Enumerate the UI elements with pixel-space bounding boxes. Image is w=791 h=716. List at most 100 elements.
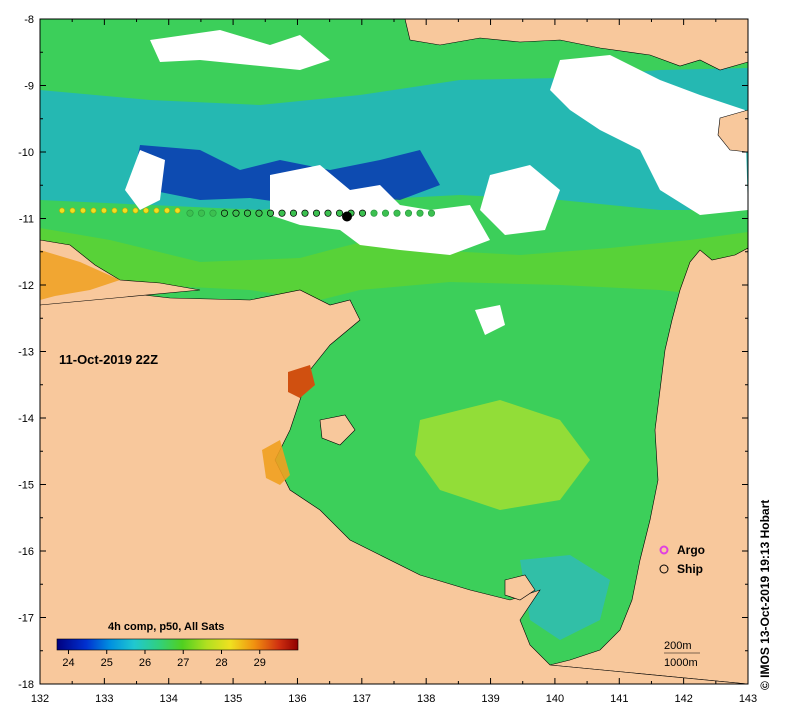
track-point — [80, 207, 86, 214]
land-new-guinea-east — [717, 109, 748, 153]
track-point — [111, 207, 118, 214]
colorbar-tick-label: 29 — [254, 657, 266, 669]
track-point — [153, 207, 160, 214]
cloud-mask — [270, 165, 490, 255]
track-point — [59, 207, 65, 214]
ship-track-point — [427, 209, 436, 217]
track-point — [90, 207, 97, 214]
land-north-top — [404, 19, 748, 71]
ship-track-point — [243, 209, 252, 217]
ship-track-point — [197, 209, 206, 217]
track-point — [69, 207, 76, 214]
y-tick-label: -18 — [18, 679, 34, 691]
ship-track-point — [220, 209, 229, 217]
ship-legend-marker — [659, 564, 669, 574]
sst-coastal-warm — [40, 250, 120, 300]
cloud-mask — [125, 150, 165, 210]
track-point — [101, 207, 107, 214]
y-tick-label: -15 — [18, 480, 34, 492]
x-tick-label: 135 — [224, 693, 242, 705]
x-tick-label: 143 — [739, 693, 757, 705]
track-point — [174, 207, 181, 214]
track-point — [143, 207, 149, 214]
track-point — [122, 207, 128, 214]
land-arnhem-land — [40, 289, 748, 684]
map-plot-area — [40, 19, 748, 684]
credit-label: © IMOS 13-Oct-2019 19:13 Hobart — [758, 499, 772, 690]
contour-legend: 200m 1000m — [664, 640, 700, 669]
y-tick-label: -16 — [18, 546, 34, 558]
ship-track-point — [393, 209, 401, 217]
colorbar-tick-label: 28 — [215, 657, 227, 669]
contour-1000m-label: 1000m — [664, 657, 698, 669]
axis-labels: 132 133 134 135 136 137 138 139 140 141 142 143 -8 -9… — [18, 14, 757, 705]
y-tick-label: -9 — [24, 81, 34, 93]
colorbar-tick-label: 24 — [62, 657, 74, 669]
cloud-mask — [550, 55, 748, 215]
y-tick-label: -10 — [18, 147, 34, 159]
x-tick-label: 136 — [288, 693, 306, 705]
sst-cool-south — [520, 555, 610, 640]
x-tick-label: 134 — [160, 693, 178, 705]
ship-current-position — [342, 211, 352, 222]
y-tick-label: -8 — [24, 14, 34, 26]
x-tick-label: 133 — [95, 693, 113, 705]
y-tick-label: -11 — [19, 214, 34, 226]
colorbar-tick-label: 27 — [177, 657, 189, 669]
contour-200m-label: 200m — [664, 640, 692, 652]
colorbar: 4h comp, p50, All Sats 24 25 26 27 28 29 — [56, 621, 299, 669]
x-tick-label: 137 — [353, 693, 371, 705]
sst-coastal-hot — [288, 365, 315, 398]
ship-track-point — [278, 209, 286, 217]
observation-legend: Argo Ship — [659, 543, 705, 576]
x-tick-label: 138 — [417, 693, 435, 705]
land-cape-york — [549, 247, 748, 684]
timestamp-label: 11-Oct-2019 22Z — [59, 352, 158, 367]
ship-track-point — [358, 209, 367, 217]
ship-track-point — [370, 209, 378, 217]
x-tick-label: 139 — [481, 693, 499, 705]
ship-track-point — [232, 209, 240, 217]
sst-warm-patch — [40, 228, 748, 300]
y-tick-label: -14 — [18, 413, 34, 425]
ship-track-point — [324, 209, 332, 217]
colorbar-ticks: 24 25 26 27 28 29 — [62, 650, 266, 669]
x-tick-label: 142 — [674, 693, 692, 705]
track-point — [132, 207, 139, 214]
colorbar-title: 4h comp, p50, All Sats — [108, 621, 224, 633]
argo-legend-marker — [659, 545, 669, 555]
ship-track-point — [266, 209, 275, 217]
x-tick-label: 140 — [546, 693, 564, 705]
cloud-mask — [480, 165, 560, 235]
cloud-mask — [150, 30, 330, 70]
ship-track-point — [301, 209, 309, 217]
argo-legend-label: Argo — [677, 543, 705, 557]
x-tick-label: 132 — [31, 693, 49, 705]
land-groote-eylandt — [319, 414, 356, 446]
ship-track-point — [416, 209, 424, 217]
y-tick-label: -17 — [18, 613, 34, 625]
sst-coastal-warm — [262, 440, 290, 485]
x-tick-label: 141 — [610, 693, 628, 705]
land-wellesley — [504, 574, 536, 601]
ship-track-point — [335, 209, 344, 217]
argo-track — [59, 207, 181, 214]
ship-track-point — [312, 209, 321, 217]
y-tick-label: -13 — [18, 347, 34, 359]
ship-legend-label: Ship — [677, 562, 703, 576]
cloud-mask — [475, 305, 505, 335]
ship-track-point — [289, 209, 298, 217]
colorbar-gradient — [56, 638, 299, 651]
ship-track-point — [381, 209, 390, 217]
ship-track-point — [186, 209, 194, 217]
track-point — [164, 207, 170, 214]
ship-track-point — [209, 209, 217, 217]
y-tick-label: -12 — [18, 280, 34, 292]
sst-yellow-patch — [415, 400, 590, 510]
ship-track-point — [255, 209, 263, 217]
colorbar-tick-label: 25 — [101, 657, 113, 669]
axis-ticks — [39, 18, 749, 685]
ship-track — [186, 209, 436, 222]
colorbar-tick-label: 26 — [139, 657, 151, 669]
